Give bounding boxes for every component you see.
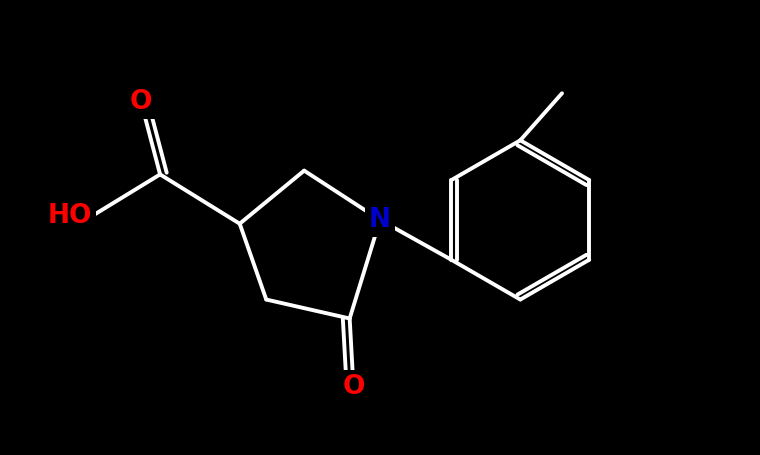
Text: O: O (130, 89, 152, 116)
Text: HO: HO (47, 203, 92, 229)
Text: N: N (369, 207, 391, 233)
Text: O: O (342, 374, 365, 400)
